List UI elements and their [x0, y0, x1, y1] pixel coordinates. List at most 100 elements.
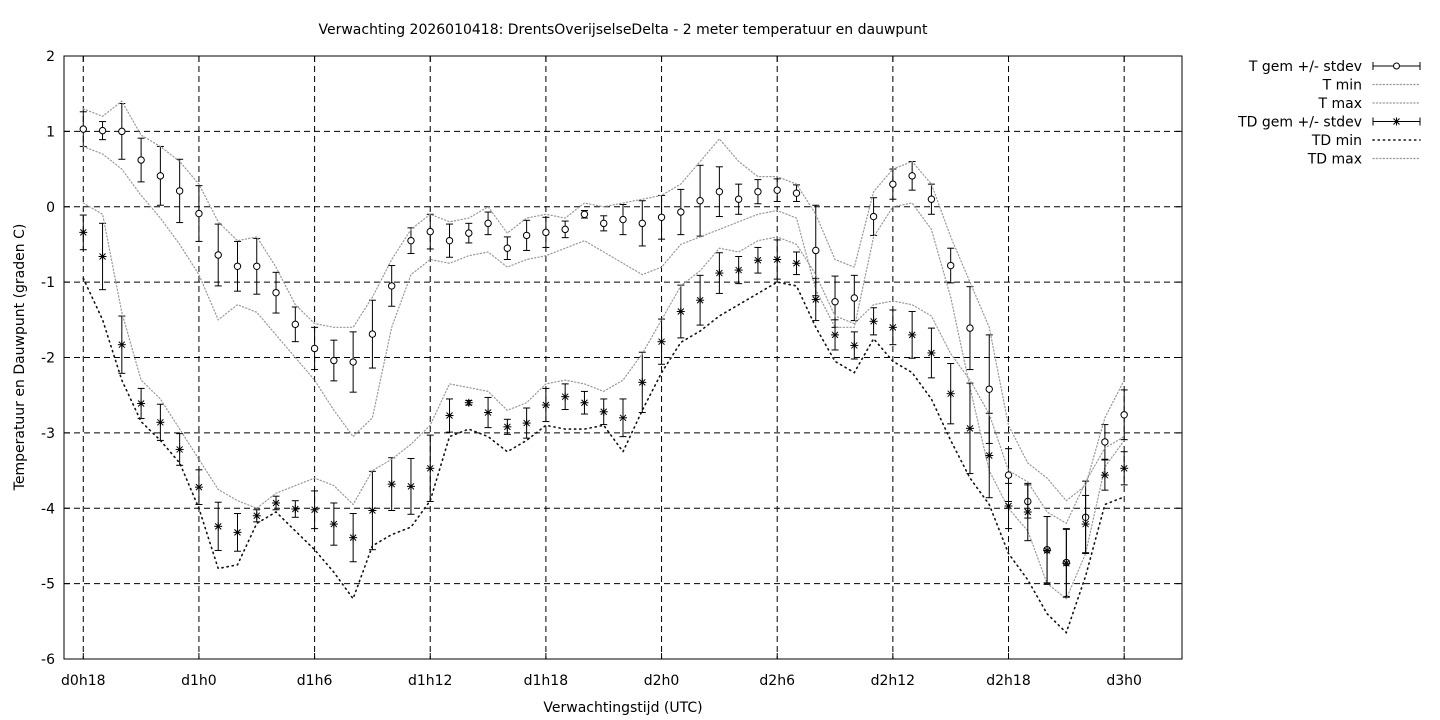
data-point — [696, 197, 704, 205]
legend-marker — [1393, 62, 1400, 70]
data-point — [446, 412, 453, 419]
data-point — [407, 236, 415, 245]
data-point — [195, 209, 203, 218]
x-tick-label: d2h0 — [644, 673, 680, 689]
data-point — [638, 379, 646, 386]
data-point — [445, 236, 454, 245]
x-axis-label: Verwachtingstijd (UTC) — [543, 700, 702, 716]
legend-label: T gem +/- stdev — [1248, 59, 1362, 75]
data-point — [98, 126, 107, 135]
data-point — [812, 296, 820, 303]
legend-label: TD min — [1311, 133, 1362, 149]
series-0 — [79, 102, 1128, 597]
data-point — [734, 195, 743, 203]
data-point — [657, 213, 666, 222]
data-point — [735, 266, 743, 274]
y-tick-label: -4 — [41, 501, 55, 517]
data-point — [946, 261, 955, 270]
data-point — [927, 195, 936, 203]
x-tick-label: d1h6 — [297, 673, 333, 689]
data-point — [253, 262, 261, 270]
y-tick-label: -6 — [41, 652, 55, 668]
data-point — [465, 229, 473, 237]
data-point — [966, 424, 974, 432]
data-point — [715, 187, 724, 196]
data-point — [966, 324, 974, 332]
data-point — [985, 385, 993, 393]
data-point — [754, 187, 762, 196]
series-line — [82, 145, 1125, 600]
data-point — [368, 330, 377, 338]
x-tick-label: d3h0 — [1106, 673, 1142, 689]
data-point — [677, 208, 685, 216]
data-point — [947, 390, 955, 398]
data-point — [1005, 502, 1012, 510]
data-point — [677, 308, 685, 315]
chart-title: Verwachting 2026010418: DrentsOverijsels… — [318, 22, 928, 38]
data-point — [503, 244, 512, 252]
data-point — [1062, 559, 1070, 567]
data-point — [638, 219, 646, 228]
data-point — [1004, 471, 1013, 479]
data-point — [387, 282, 396, 290]
data-point — [658, 338, 665, 346]
data-point — [908, 172, 916, 180]
data-point — [1101, 471, 1109, 479]
data-point — [580, 210, 589, 218]
data-point — [272, 288, 280, 297]
data-point — [484, 409, 492, 416]
data-point — [870, 317, 877, 325]
data-point — [600, 219, 608, 228]
data-point — [542, 401, 550, 409]
data-point — [619, 215, 627, 224]
data-point — [889, 180, 897, 188]
data-point — [1101, 438, 1109, 446]
data-point — [928, 349, 935, 357]
data-point — [79, 229, 87, 236]
data-point — [388, 480, 396, 488]
data-point — [773, 186, 781, 194]
legend-label: T min — [1322, 78, 1362, 94]
data-point — [253, 512, 261, 520]
data-point — [426, 464, 434, 472]
data-point — [773, 256, 781, 263]
data-point — [619, 414, 627, 422]
data-point — [1043, 547, 1051, 554]
data-point — [1120, 464, 1128, 472]
x-tick-label: d1h0 — [181, 673, 217, 689]
legend-marker — [1393, 118, 1400, 125]
data-point — [157, 418, 164, 426]
data-point — [850, 294, 859, 302]
data-point — [118, 341, 126, 349]
data-point — [234, 529, 241, 536]
y-axis: -6 -5 -4 -3 -2 -1 0 1 2 — [41, 49, 1182, 668]
data-point — [175, 187, 184, 195]
x-axis: d0h18 d1h0 d1h6 d1h12 d1h18 d2h0 d2h6 d2h12 d2h1… — [61, 56, 1142, 689]
x-tick-label: d2h6 — [759, 673, 795, 689]
data-point — [330, 520, 338, 528]
data-point — [831, 331, 839, 339]
series-2 — [82, 100, 1125, 502]
data-point — [176, 446, 184, 453]
data-point — [696, 296, 704, 304]
series-5 — [82, 202, 1125, 525]
data-point — [793, 259, 800, 267]
data-point — [137, 156, 145, 164]
data-point — [792, 189, 801, 197]
data-point — [310, 344, 319, 353]
data-point — [233, 262, 242, 270]
data-point — [426, 227, 434, 236]
data-point — [330, 356, 338, 365]
series-line — [82, 277, 1125, 635]
data-point — [831, 298, 839, 306]
data-point — [118, 127, 126, 136]
y-tick-label: -1 — [41, 275, 55, 291]
data-point — [600, 408, 608, 416]
data-point — [79, 125, 87, 133]
data-point — [754, 256, 762, 264]
data-point — [523, 419, 530, 427]
data-point — [1024, 508, 1032, 516]
series-layer — [79, 100, 1129, 635]
y-tick-label: 0 — [46, 200, 55, 216]
series-1 — [82, 145, 1125, 600]
